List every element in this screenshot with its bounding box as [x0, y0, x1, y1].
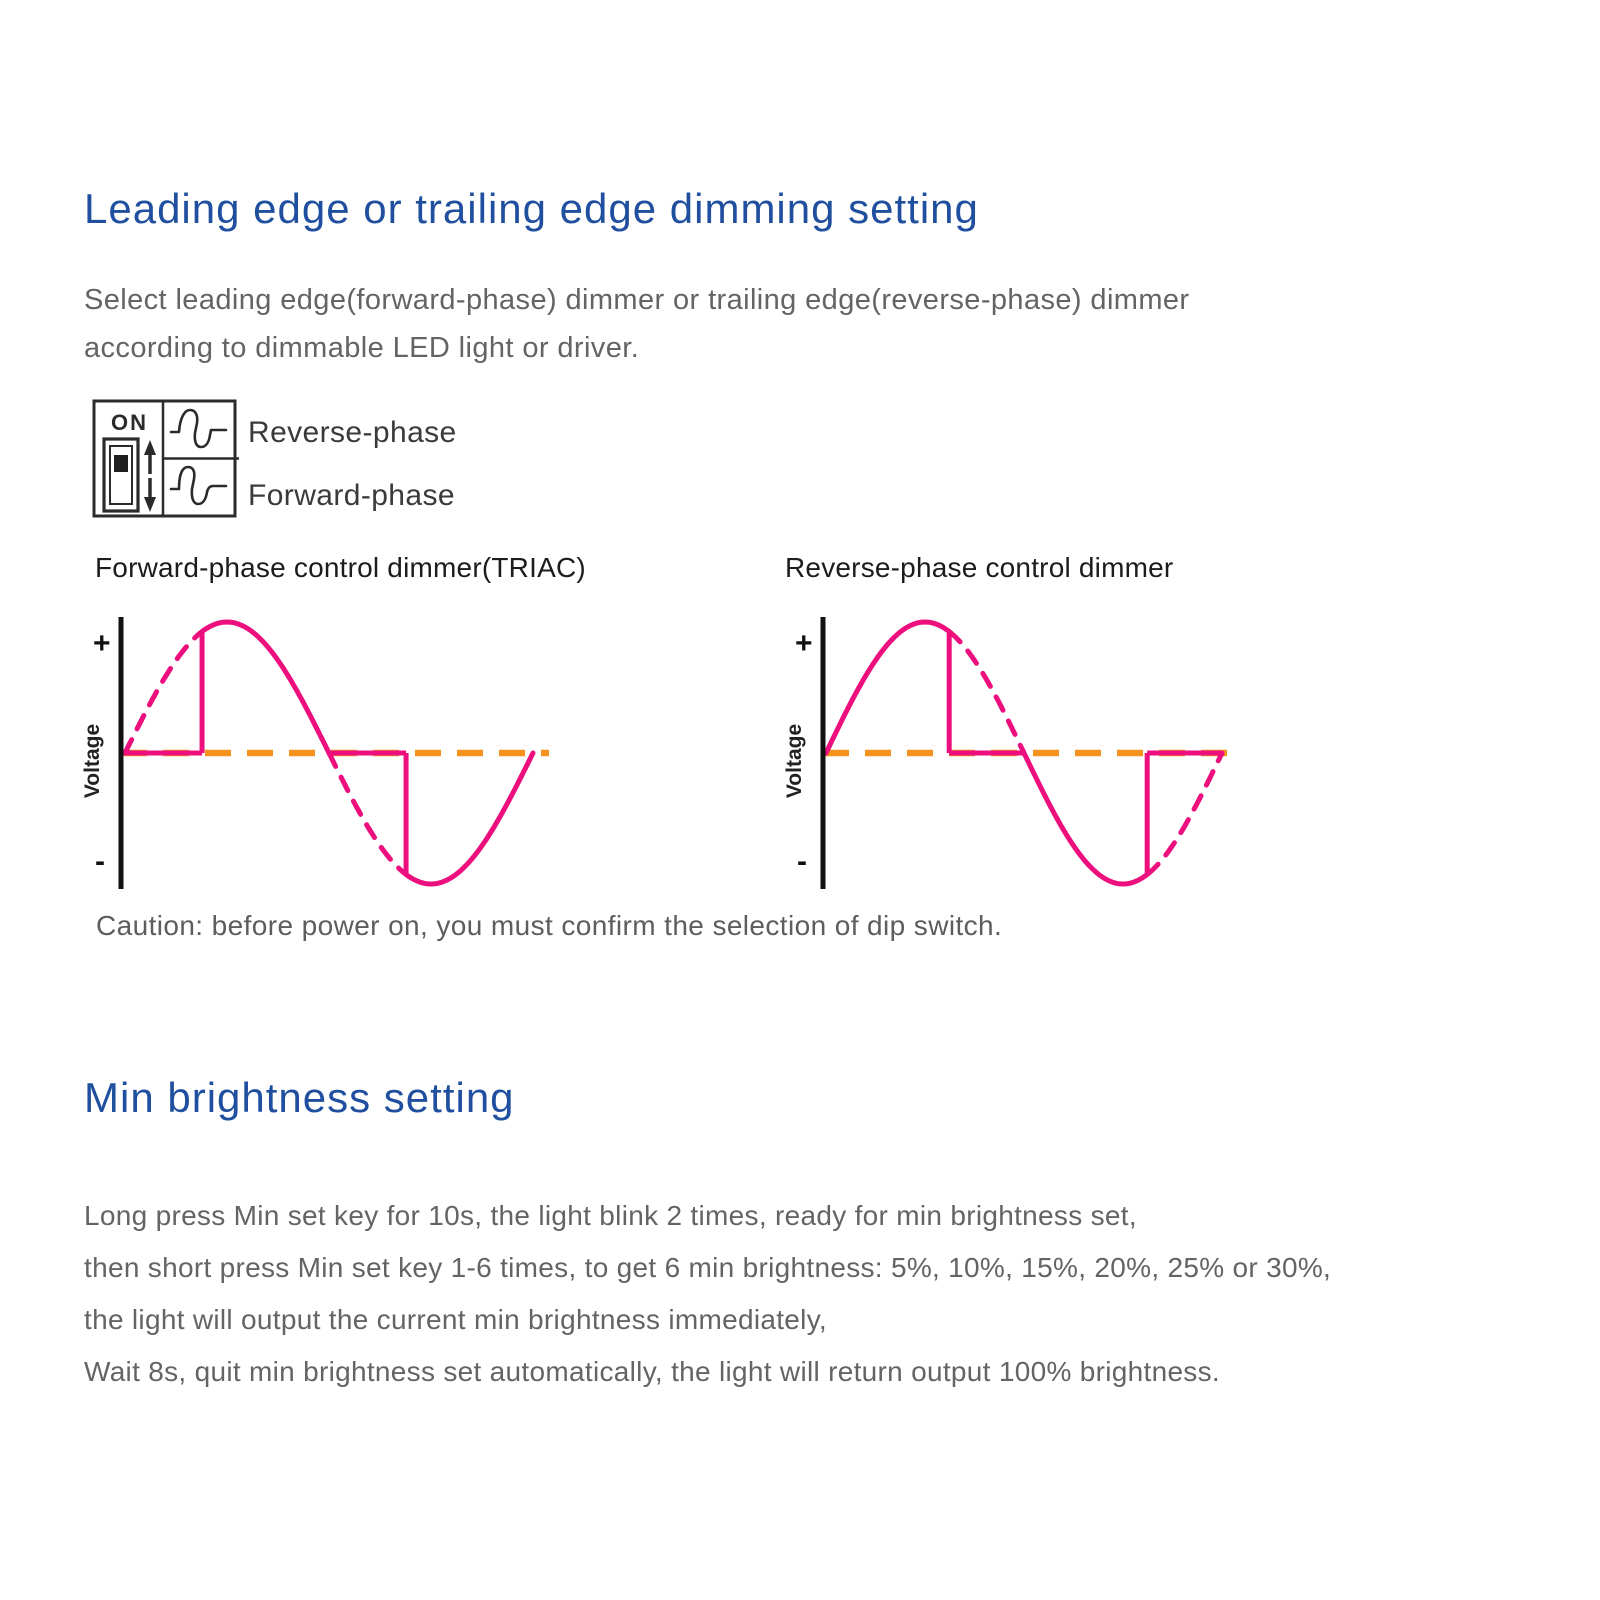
min-brightness-paragraph: Long press Min set key for 10s, the ligh…: [84, 1190, 1331, 1398]
axis-voltage-label: Voltage: [783, 724, 806, 798]
axis-minus-label: -: [797, 845, 807, 878]
chart-title-forward-phase: Forward-phase control dimmer(TRIAC): [95, 552, 586, 583]
forward-phase-waveform-icon: [169, 465, 228, 506]
forward-phase-waveform-chart: + - Voltage: [81, 617, 549, 889]
dip-switch-body: [102, 437, 140, 513]
sine-solid-segment: [199, 619, 332, 756]
min-brightness-line-1: Long press Min set key for 10s, the ligh…: [84, 1200, 1137, 1231]
sine-solid-segment: [1021, 750, 1150, 887]
dip-option-forward-phase-label: Forward-phase: [248, 479, 455, 512]
intro-paragraph: Select leading edge(forward-phase) dimme…: [84, 276, 1189, 372]
sine-dashed-segment: [946, 629, 1027, 756]
axis-plus-label: +: [93, 627, 111, 660]
axis-minus-label: -: [95, 845, 105, 878]
section-title-dimming-setting: Leading edge or trailing edge dimming se…: [84, 185, 979, 232]
dip-option-reverse-phase-label: Reverse-phase: [248, 416, 457, 449]
arrow-up-icon: [144, 440, 156, 474]
intro-line-1: Select leading edge(forward-phase) dimme…: [84, 284, 1190, 316]
sine-dashed-segment: [326, 750, 409, 877]
min-brightness-line-3: the light will output the current min br…: [84, 1304, 828, 1335]
axis-voltage-label: Voltage: [81, 724, 104, 798]
dip-switch-slot: [109, 445, 133, 505]
sine-dashed-segment: [1144, 750, 1225, 877]
caution-text: Caution: before power on, you must confi…: [96, 910, 1003, 941]
chart-title-reverse-phase: Reverse-phase control dimmer: [785, 552, 1174, 583]
reverse-phase-waveform-icon: [169, 408, 228, 449]
sine-solid-segment: [823, 619, 952, 756]
sine-dashed-segment: [122, 629, 205, 756]
intro-line-2: according to dimmable LED light or drive…: [84, 332, 640, 364]
dip-switch-icon: ON: [92, 399, 239, 518]
reverse-phase-waveform-chart: + - Voltage: [783, 617, 1238, 889]
min-brightness-line-4: Wait 8s, quit min brightness set automat…: [84, 1356, 1220, 1387]
axis-plus-label: +: [795, 627, 813, 660]
sine-solid-segment: [403, 750, 536, 887]
arrow-down-icon: [144, 478, 156, 512]
dip-switch-on-label: ON: [111, 410, 148, 435]
min-brightness-line-2: then short press Min set key 1-6 times, …: [84, 1252, 1332, 1283]
section-title-min-brightness: Min brightness setting: [84, 1074, 515, 1121]
dip-switch-knob: [114, 455, 128, 472]
